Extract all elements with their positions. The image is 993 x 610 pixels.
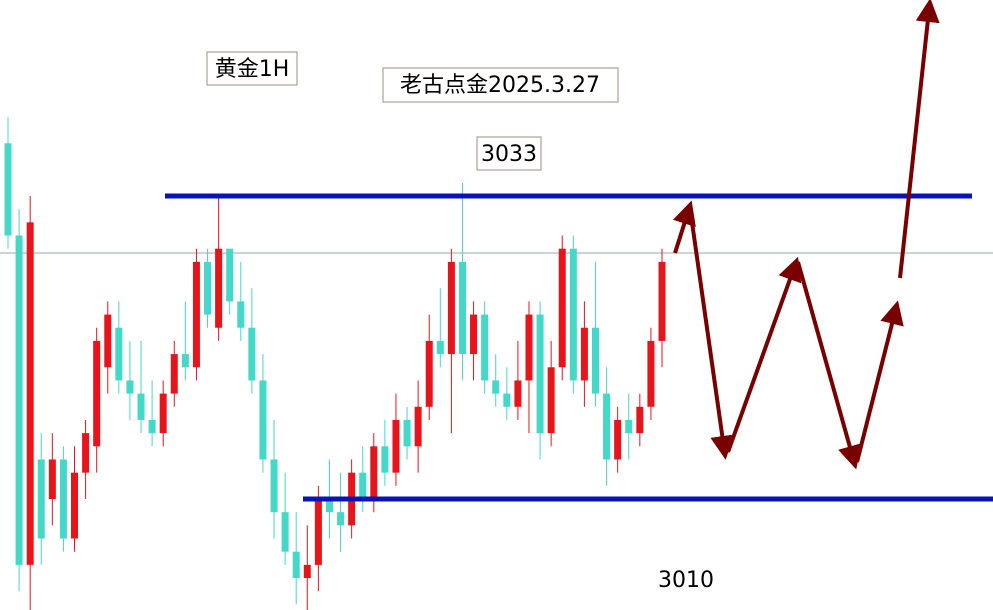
candle-body [137, 393, 145, 420]
label-box [206, 51, 298, 86]
candle-body [59, 459, 67, 539]
candle-body [558, 248, 566, 368]
candle-body [204, 261, 212, 315]
arrow [726, 256, 802, 453]
candle-body [658, 261, 666, 341]
arrow [672, 200, 696, 254]
candle-body [148, 419, 156, 434]
candle-body [591, 327, 599, 394]
candle-body [569, 248, 577, 381]
candle-body [126, 380, 134, 394]
label-box [382, 67, 619, 103]
candle-body [492, 380, 500, 394]
candle-body [115, 327, 123, 381]
symbol-label: 黄金1H [215, 57, 290, 82]
candle-body [281, 512, 289, 552]
candle-body [226, 248, 234, 302]
candle-body [104, 314, 112, 368]
levels [165, 193, 993, 502]
author-label: 老古点金2025.3.27 [400, 73, 600, 98]
candle-body [536, 314, 544, 434]
level-label: 3010 [658, 568, 714, 593]
candle-body [237, 301, 245, 328]
candle-body [4, 143, 12, 236]
candle-body [381, 446, 389, 473]
candle-body [248, 327, 256, 381]
candle-body [314, 499, 322, 565]
candle-body [636, 406, 644, 434]
candle-body [270, 459, 278, 513]
candles [4, 116, 666, 610]
candle-body [481, 314, 489, 381]
candle-body [447, 261, 455, 355]
candle-body [359, 472, 367, 499]
candle-body [503, 393, 511, 407]
candle-body [181, 354, 189, 368]
candle-body [259, 380, 267, 460]
candle-body [525, 314, 533, 381]
candle-body [470, 314, 478, 355]
candle-body [26, 222, 34, 565]
candle-body [37, 459, 45, 539]
candle-body [15, 235, 23, 565]
candle-body [403, 419, 411, 447]
candle-body [325, 499, 333, 513]
candle-body [625, 419, 633, 434]
candle-body [48, 459, 56, 499]
arrow [898, 0, 940, 279]
candle-body [215, 248, 223, 328]
candle-body [647, 340, 655, 407]
forecast-arrows [672, 0, 940, 470]
candle-body [458, 261, 466, 355]
arrow [688, 207, 735, 460]
candle-body [425, 340, 433, 407]
candle-body [436, 340, 444, 355]
candle-body [370, 446, 378, 499]
candle-body [71, 472, 79, 539]
arrow [796, 261, 862, 470]
candle-body [337, 512, 345, 526]
level-label: 3033 [481, 142, 537, 167]
candle-body [192, 261, 200, 368]
candle-body [303, 564, 311, 579]
candle-body [514, 380, 522, 407]
candle-body [82, 433, 90, 473]
candle-body [292, 551, 300, 579]
candle-body [614, 419, 622, 460]
candle-body [414, 406, 422, 447]
candle-body [603, 393, 611, 460]
candle-body [392, 419, 400, 473]
label-box [476, 136, 542, 171]
candle-body [159, 393, 167, 434]
candle-body [580, 327, 588, 381]
arrow [855, 300, 904, 463]
candle-body [93, 340, 101, 447]
candle-body [547, 367, 555, 434]
candle-body [170, 354, 178, 394]
